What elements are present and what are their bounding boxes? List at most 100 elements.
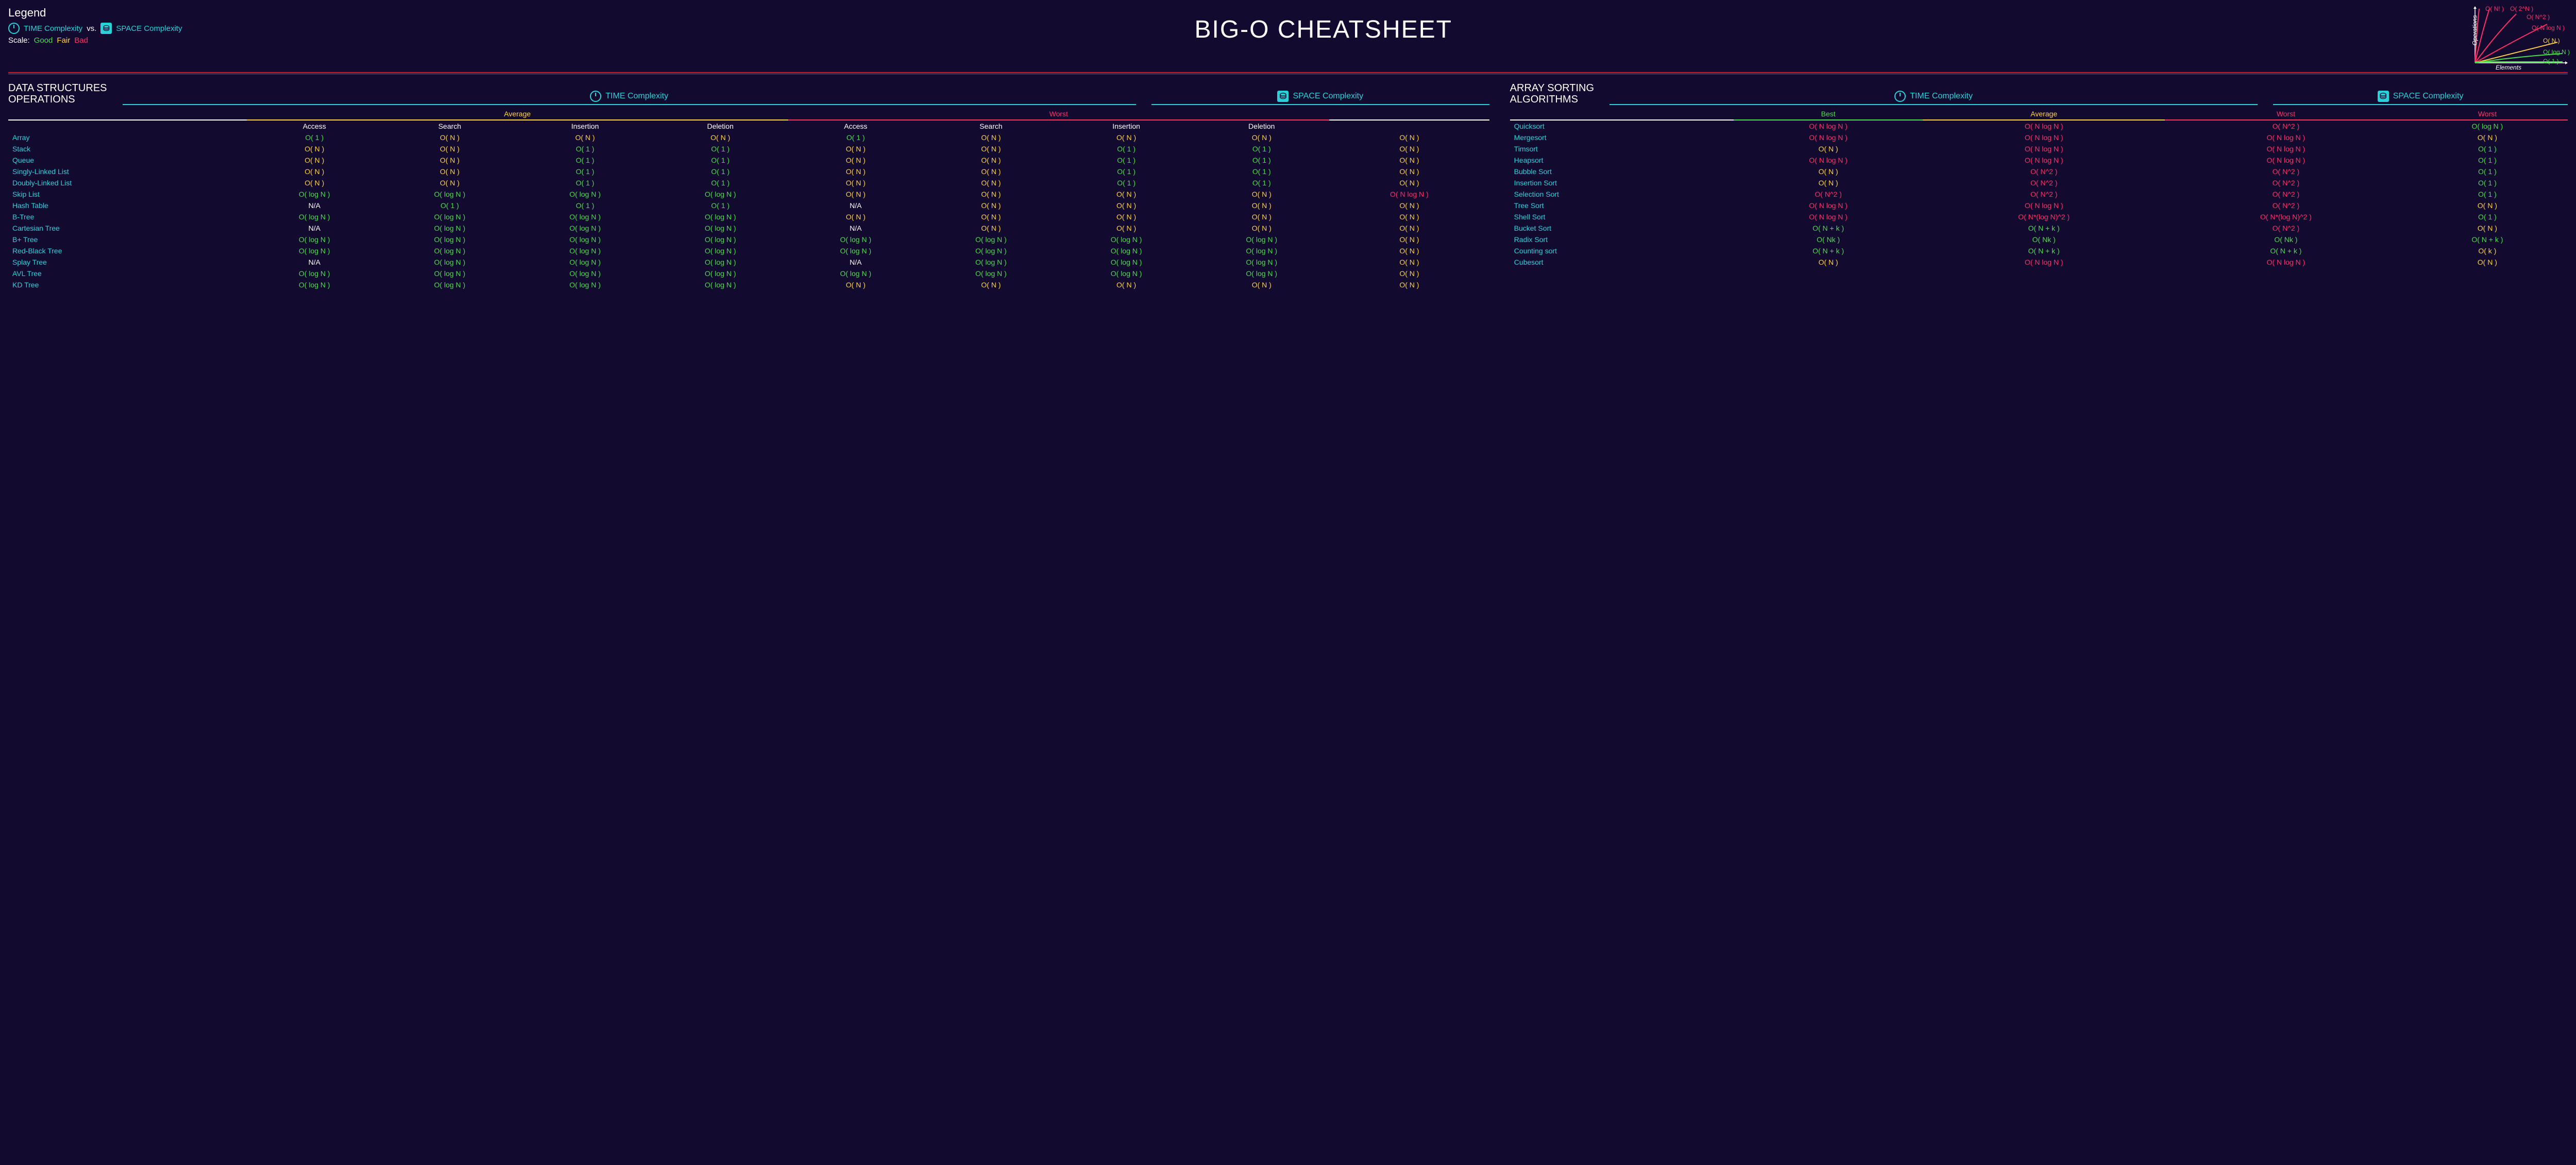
cell: O( N log N )	[1734, 211, 1923, 222]
table-row: Counting sortO( N + k )O( N + k )O( N + …	[1510, 245, 2568, 256]
cell: O( N )	[923, 222, 1059, 234]
cell: O( N log N )	[1923, 200, 2165, 211]
cell: O( N^2 )	[2165, 120, 2407, 132]
cell: O( N )	[1059, 200, 1194, 211]
row-name: Timsort	[1510, 143, 1734, 155]
cell: O( 1 )	[653, 155, 788, 166]
cell: O( 1 )	[653, 143, 788, 155]
table-row: ArrayO( 1 )O( N )O( N )O( N )O( 1 )O( N …	[8, 132, 1489, 143]
cell: O( log N )	[788, 268, 924, 279]
row-name: Counting sort	[1510, 245, 1734, 256]
cell: O( 1 )	[2407, 189, 2568, 200]
cell: O( N log N )	[1734, 120, 1923, 132]
cell: O( N )	[1059, 279, 1194, 290]
table-row: B-TreeO( log N )O( log N )O( log N )O( l…	[8, 211, 1489, 222]
scale-good: Good	[34, 36, 53, 45]
cell: O( 1 )	[517, 177, 653, 189]
cell: O( log N )	[517, 189, 653, 200]
cell: O( N )	[1734, 143, 1923, 155]
cell: O( log N )	[517, 222, 653, 234]
cell: O( 1 )	[2407, 211, 2568, 222]
ds-space-header: ⛁ SPACE Complexity	[1151, 91, 1489, 105]
cell: O( N )	[923, 189, 1059, 200]
cell: O( 1 )	[1194, 155, 1329, 166]
cell: O( N )	[1059, 222, 1194, 234]
cell: O( N )	[2407, 256, 2568, 268]
cell: O( N + k )	[2165, 245, 2407, 256]
row-name: B+ Tree	[8, 234, 247, 245]
avg-header: Average	[247, 108, 788, 120]
x-axis-label: Elements	[2496, 64, 2521, 71]
cell: O( 1 )	[382, 200, 518, 211]
table-row: Radix SortO( Nk )O( Nk )O( Nk )O( N + k …	[1510, 234, 2568, 245]
cell: O( N )	[923, 166, 1059, 177]
cell: O( N )	[1194, 222, 1329, 234]
cell: O( N log N )	[1923, 256, 2165, 268]
cell: O( N^2 )	[1734, 189, 1923, 200]
curve-label: O( 2^N )	[2510, 5, 2533, 12]
row-name: Insertion Sort	[1510, 177, 1734, 189]
table-row: Selection SortO( N^2 )O( N^2 )O( N^2 )O(…	[1510, 189, 2568, 200]
cell: O( N )	[1194, 211, 1329, 222]
table-row: Cartesian TreeN/AO( log N )O( log N )O( …	[8, 222, 1489, 234]
curve-label: O( log N )	[2543, 48, 2570, 56]
table-row: Hash TableN/AO( 1 )O( 1 )O( 1 )N/AO( N )…	[8, 200, 1489, 211]
cell: O( log N )	[382, 268, 518, 279]
cell: O( N )	[247, 143, 382, 155]
curve-label: O( 1 )	[2543, 58, 2559, 65]
cell: O( N^2 )	[2165, 222, 2407, 234]
cell: O( log N )	[382, 256, 518, 268]
cell: O( N )	[1329, 268, 1489, 279]
disk-icon: ⛁	[1277, 91, 1289, 102]
cell: O( log N )	[1194, 245, 1329, 256]
sorting-section: ARRAY SORTING ALGORITHMS TIME Complexity…	[1510, 82, 2568, 268]
col-header: Insertion	[517, 120, 653, 132]
table-row: Singly-Linked ListO( N )O( N )O( 1 )O( 1…	[8, 166, 1489, 177]
cell: O( log N )	[517, 234, 653, 245]
cell: O( log N )	[517, 279, 653, 290]
cell: O( 1 )	[788, 132, 924, 143]
table-row: CubesortO( N )O( N log N )O( N log N )O(…	[1510, 256, 2568, 268]
cell: O( N )	[2407, 132, 2568, 143]
table-row: Bubble SortO( N )O( N^2 )O( N^2 )O( 1 )	[1510, 166, 2568, 177]
table-row: MergesortO( N log N )O( N log N )O( N lo…	[1510, 132, 2568, 143]
scale-fair: Fair	[57, 36, 70, 45]
cell: O( log N )	[1194, 256, 1329, 268]
sort-table: BestAverageWorstWorst QuicksortO( N log …	[1510, 108, 2568, 268]
cell: O( log N )	[382, 222, 518, 234]
row-name: Bubble Sort	[1510, 166, 1734, 177]
cell: O( N log N )	[2165, 256, 2407, 268]
cell: O( N )	[788, 177, 924, 189]
col-header: Average	[1923, 108, 2165, 120]
cell: O( 1 )	[2407, 177, 2568, 189]
cell: O( 1 )	[1194, 143, 1329, 155]
row-name: Hash Table	[8, 200, 247, 211]
cell: O( 1 )	[1059, 143, 1194, 155]
cell: O( N log N )	[1923, 132, 2165, 143]
ds-heading: DATA STRUCTURES OPERATIONS	[8, 82, 107, 105]
cell: O( N )	[1194, 189, 1329, 200]
cell: O( N )	[382, 143, 518, 155]
col-header: Insertion	[1059, 120, 1194, 132]
clock-icon	[8, 23, 20, 34]
cell: O( log N )	[653, 268, 788, 279]
cell: O( N )	[1329, 234, 1489, 245]
cell: O( N )	[1059, 211, 1194, 222]
cell: O( N )	[1329, 256, 1489, 268]
cell: O( N + k )	[1734, 222, 1923, 234]
cell: O( N )	[247, 155, 382, 166]
col-header: Deletion	[1194, 120, 1329, 132]
complexity-minigraph: O( N! ) O( 2^N ) O( N^2 ) O( N log N ) O…	[2465, 6, 2568, 68]
table-row: AVL TreeO( log N )O( log N )O( log N )O(…	[8, 268, 1489, 279]
cell: O( 1 )	[517, 155, 653, 166]
cell: O( N log N )	[2165, 143, 2407, 155]
row-name: Cartesian Tree	[8, 222, 247, 234]
cell: O( log N )	[923, 245, 1059, 256]
cell: O( N )	[1329, 222, 1489, 234]
cell: N/A	[247, 256, 382, 268]
cell: O( N )	[788, 211, 924, 222]
ds-table: Average Worst AccessSearchInsertionDelet…	[8, 108, 1489, 290]
cell: O( N )	[517, 132, 653, 143]
row-name: Selection Sort	[1510, 189, 1734, 200]
cell: O( N + k )	[2407, 234, 2568, 245]
